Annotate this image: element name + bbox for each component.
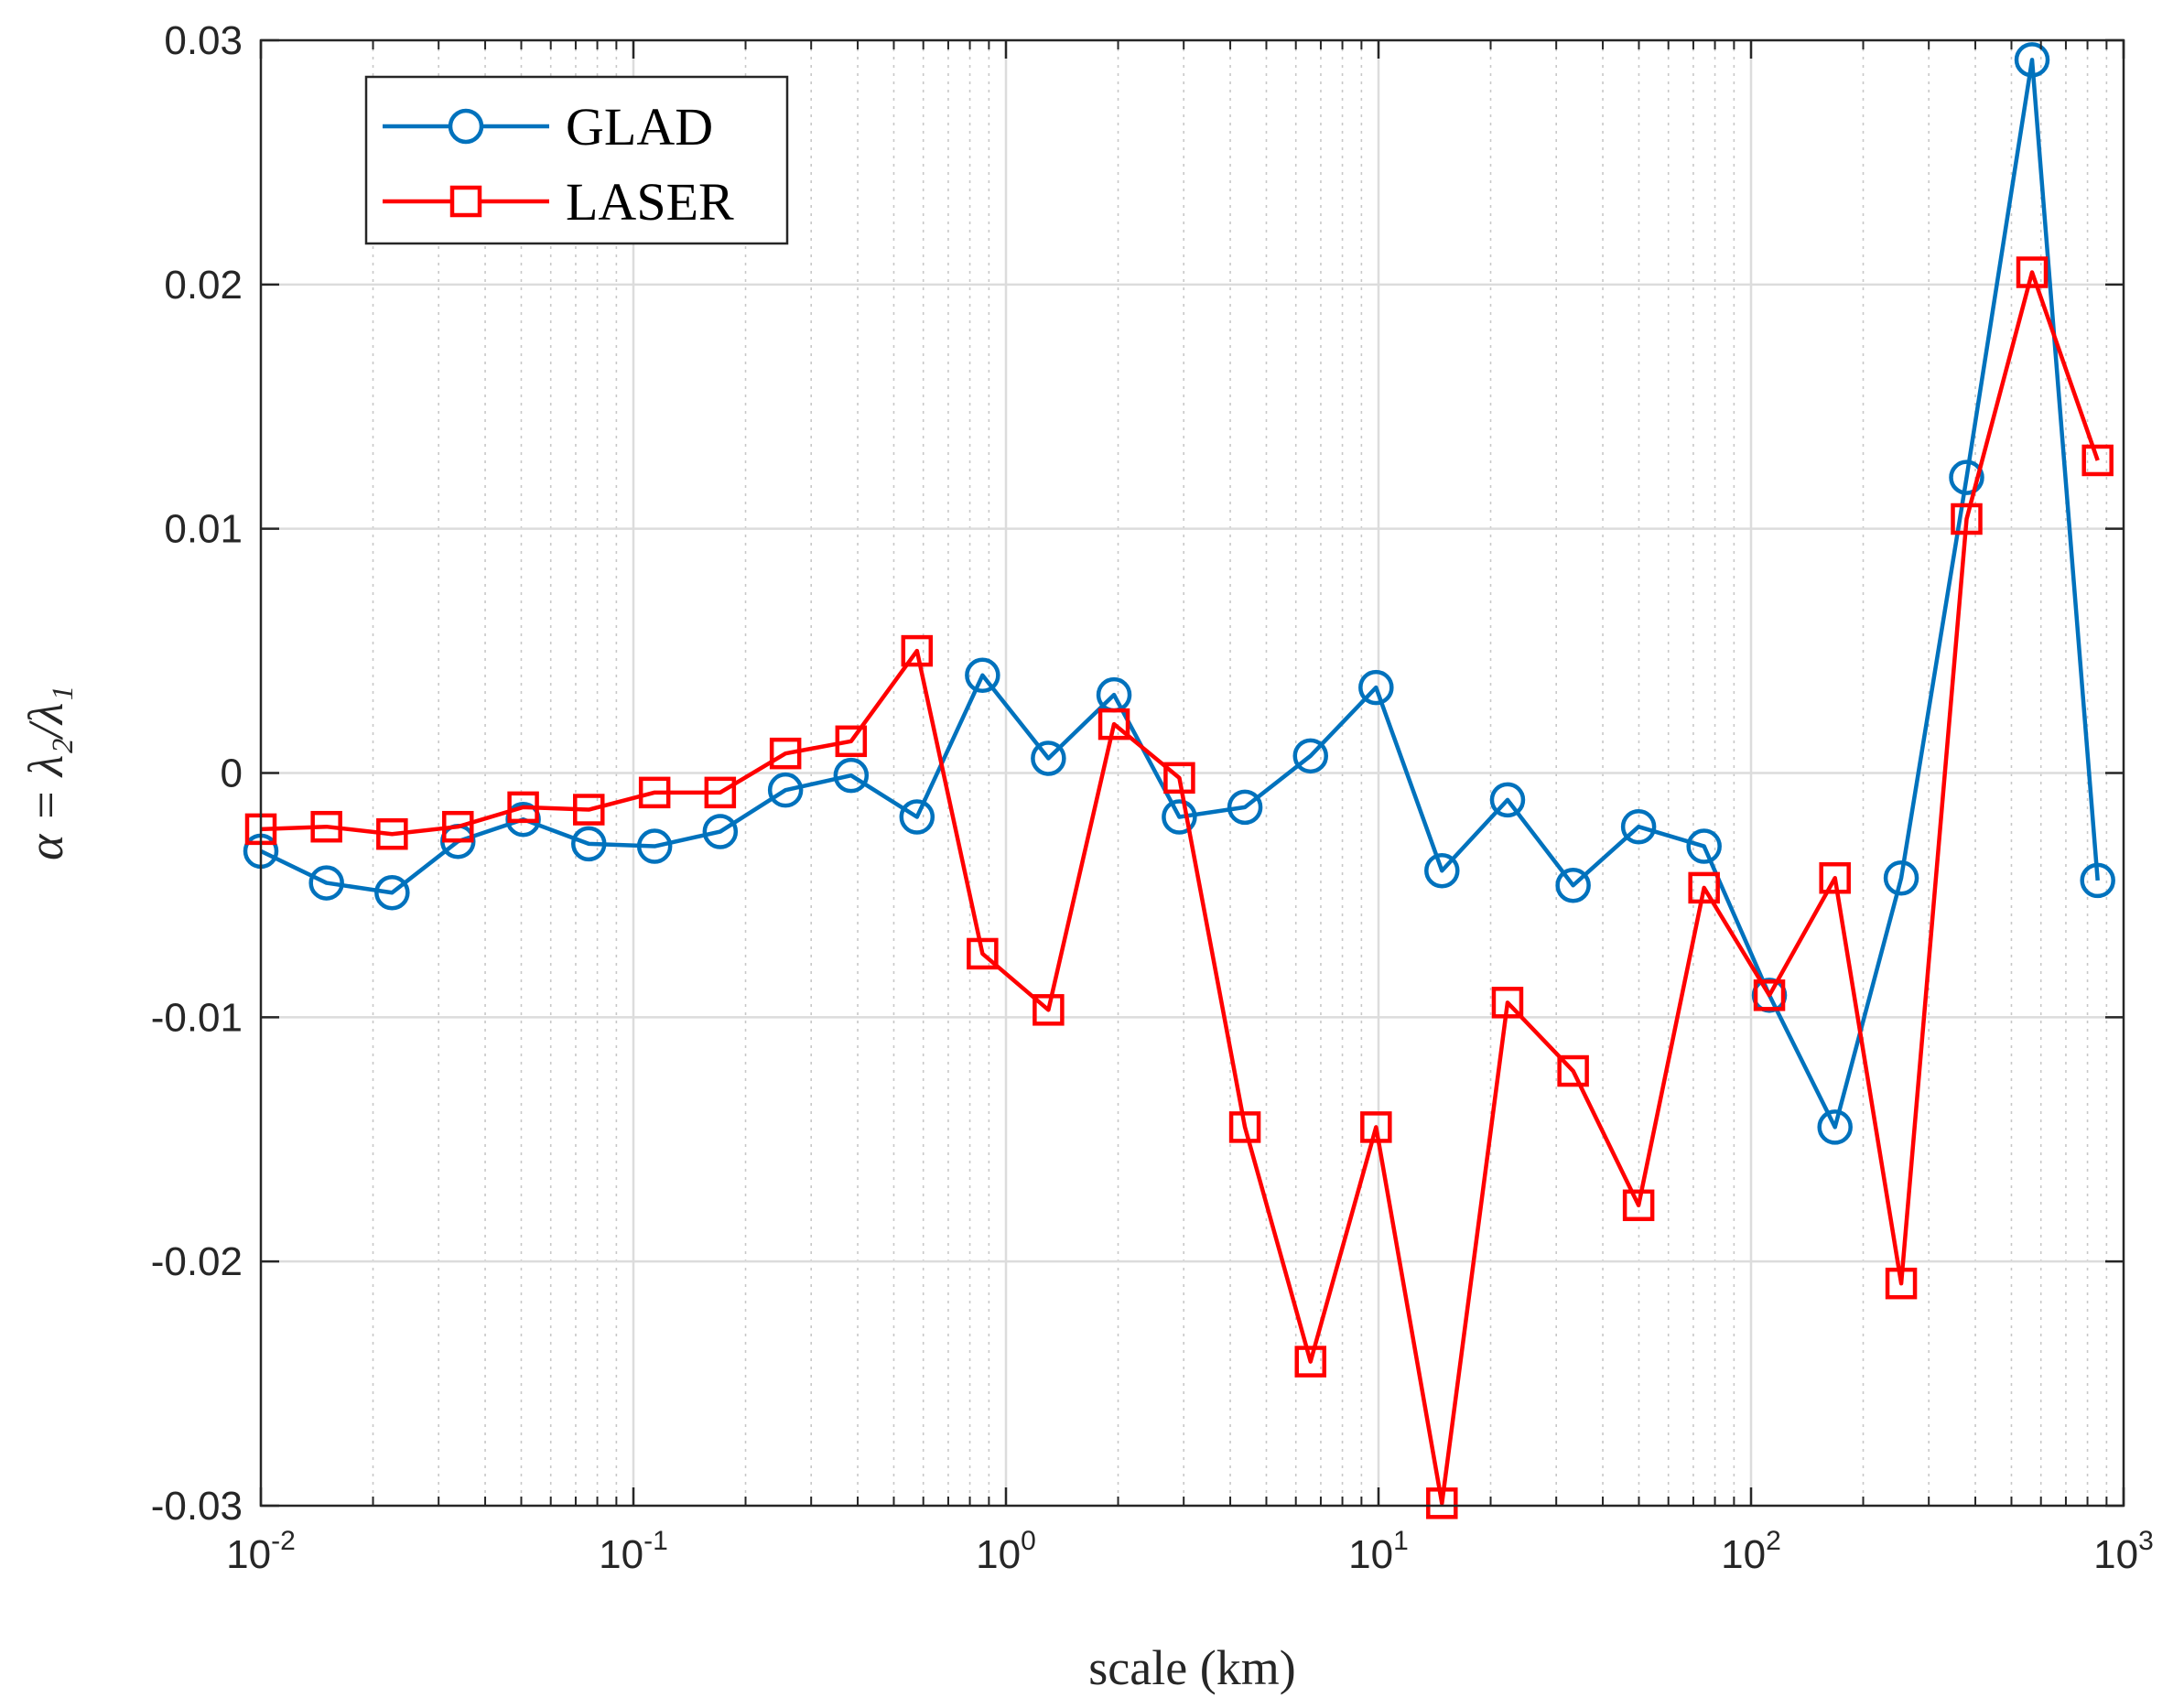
data-point-laser (376, 817, 408, 850)
data-point-glad (2014, 42, 2050, 78)
data-point-laser (1557, 1054, 1589, 1087)
legend-label-laser: LASER (566, 172, 734, 232)
series-line-laser (260, 270, 2100, 1506)
y-tick-label: 0 (221, 751, 243, 796)
data-point-laser (901, 634, 934, 667)
data-point-laser (2081, 444, 2114, 477)
x-tick-label: 10-2 (226, 1526, 296, 1577)
legend-marker-shape (448, 108, 484, 145)
data-point-glad (308, 865, 344, 901)
x-tick-label: 102 (1721, 1526, 1781, 1577)
legend-entry-glad: GLAD (383, 97, 713, 157)
legend-marker-shape (449, 185, 482, 218)
x-tick-label: 101 (1348, 1526, 1409, 1577)
data-point-laser (2016, 256, 2049, 288)
data-point-glad (2080, 862, 2115, 899)
data-point-laser (573, 794, 605, 826)
ticks (259, 38, 2125, 1508)
y-tick-label: 0.02 (164, 263, 243, 308)
data-point-laser (1491, 987, 1524, 1019)
legend: GLAD LASER (364, 75, 789, 245)
y-tick-label: -0.01 (151, 995, 243, 1040)
grid (261, 40, 2124, 1506)
series-line-glad (260, 58, 2100, 1130)
data-point-laser (1885, 1267, 1918, 1300)
data-point-glad (571, 826, 607, 862)
data-point-glad (374, 874, 410, 911)
legend-entry-laser: LASER (383, 172, 734, 232)
data-point-glad (965, 657, 1000, 694)
data-point-laser (310, 810, 342, 843)
data-point-glad (1620, 808, 1657, 845)
x-tick-exponent: 0 (1021, 1526, 1036, 1556)
data-point-laser (1951, 503, 1983, 535)
data-point-glad (899, 799, 935, 835)
legend-label-glad: GLAD (566, 97, 713, 157)
data-point-glad (767, 772, 804, 808)
x-tick-exponent: 1 (1393, 1526, 1409, 1556)
data-point-laser (507, 791, 539, 824)
data-point-laser (1097, 708, 1130, 740)
data-point-glad (1424, 852, 1460, 889)
data-point-glad (833, 757, 870, 794)
series-layer (243, 42, 2115, 1519)
data-point-laser (1622, 1189, 1655, 1222)
x-tick-exponent: -2 (271, 1526, 296, 1556)
data-point-glad (1162, 799, 1197, 835)
x-tick-base: 10 (976, 1532, 1021, 1577)
data-point-laser (967, 937, 999, 970)
x-tick-label: 100 (976, 1526, 1036, 1577)
data-point-glad (1031, 740, 1066, 776)
x-axis-title: scale (km) (1088, 1640, 1295, 1695)
data-point-laser (442, 810, 474, 843)
legend-marker-glad (448, 108, 484, 145)
x-tick-label: 103 (2093, 1526, 2154, 1577)
x-tick-base: 10 (2093, 1532, 2138, 1577)
tick-labels: 10-2 10-1 100 101 102 1030.030.020.010-0.01-0… (151, 18, 2154, 1577)
x-tick-exponent: -1 (643, 1526, 668, 1556)
data-point-glad (1686, 828, 1722, 864)
y-tick-label: 0.01 (164, 507, 243, 552)
x-tick-base: 10 (599, 1532, 643, 1577)
data-point-glad (1883, 859, 1919, 896)
data-point-glad (1555, 867, 1591, 903)
y-tick-label: 0.03 (164, 18, 243, 63)
y-axis-title: α = λ₂/λ₁ (18, 686, 73, 860)
data-point-glad (1489, 782, 1526, 818)
data-point-laser (704, 776, 737, 809)
data-point-laser (1426, 1487, 1458, 1519)
x-tick-label: 10-1 (599, 1526, 668, 1577)
x-tick-base: 10 (1721, 1532, 1766, 1577)
x-tick-exponent: 2 (1766, 1526, 1781, 1556)
data-point-laser (1294, 1346, 1326, 1378)
data-point-laser (1753, 979, 1786, 1011)
data-point-laser (1360, 1111, 1392, 1143)
data-point-glad (1949, 459, 1984, 495)
x-tick-base: 10 (1348, 1532, 1393, 1577)
data-point-laser (1033, 994, 1065, 1026)
data-point-laser (769, 737, 802, 770)
data-point-laser (1163, 762, 1195, 795)
data-point-laser (1688, 871, 1720, 904)
y-tick-label: -0.02 (151, 1239, 243, 1284)
data-point-glad (702, 814, 739, 849)
legend-box (364, 75, 789, 245)
data-point-laser (638, 776, 671, 809)
x-tick-exponent: 3 (2138, 1526, 2154, 1556)
legend-marker-laser (449, 185, 482, 218)
data-point-glad (1817, 1109, 1853, 1145)
data-point-glad (1358, 669, 1394, 706)
x-tick-base: 10 (226, 1532, 271, 1577)
data-point-glad (1292, 738, 1328, 774)
data-point-laser (1228, 1111, 1261, 1143)
data-point-glad (1227, 789, 1263, 826)
data-point-glad (636, 828, 673, 864)
data-point-laser (835, 725, 868, 758)
data-point-laser (1819, 861, 1851, 894)
y-tick-label: -0.03 (151, 1484, 243, 1529)
